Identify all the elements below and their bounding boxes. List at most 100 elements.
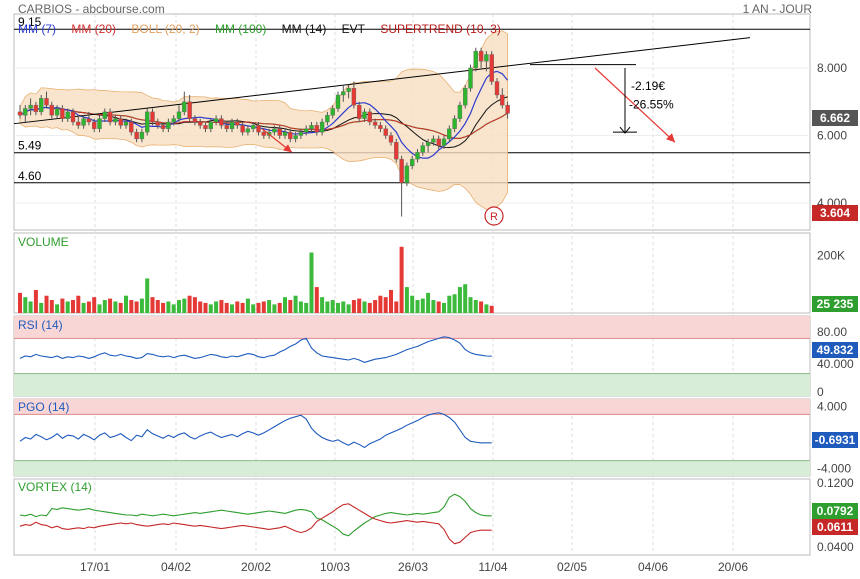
candle-body (219, 118, 224, 126)
volume-bar (177, 300, 181, 313)
x-tick-label: 04/02 (161, 560, 191, 574)
candle-body (155, 121, 161, 126)
volume-bar (410, 295, 415, 313)
volume-bar (230, 304, 234, 313)
candle-body (272, 128, 277, 133)
pgo-y-tick: -4.000 (817, 461, 851, 475)
change-percent: -26.55% (629, 98, 674, 112)
volume-bar (415, 300, 420, 313)
candle-body (187, 101, 192, 119)
candle-body (102, 111, 108, 119)
candle-body (213, 118, 219, 123)
rsi-line (19, 336, 492, 363)
level-label: 5.49 (18, 139, 42, 153)
volume-bar (28, 301, 33, 313)
candle-body (457, 104, 463, 119)
x-tick-label: 10/03 (320, 560, 350, 574)
rsi-overbought-zone (14, 316, 810, 339)
volume-y-tick: 200K (817, 248, 845, 262)
volume-bar (325, 301, 330, 313)
retracement-arrow-head (619, 126, 631, 134)
candle-body (203, 125, 208, 129)
candle-body (44, 98, 49, 106)
candle-body (166, 121, 171, 129)
volume-bar (293, 295, 298, 313)
candle-body (23, 108, 28, 116)
volume-bar (457, 287, 462, 313)
candle-body (139, 131, 145, 140)
volume-bar (288, 300, 293, 313)
volume-bar (145, 278, 150, 313)
pgo-y-tick: 4.000 (817, 400, 847, 414)
volume-bar (92, 297, 97, 313)
volume-bar (65, 301, 70, 313)
volume-bar (214, 301, 219, 313)
candle-body (341, 91, 346, 96)
period-label: 1 AN - JOUR (742, 2, 812, 16)
volume-bar (351, 300, 356, 313)
candle-body (282, 131, 288, 136)
candle-body (436, 138, 441, 146)
candle-body (81, 118, 86, 126)
reversal-marker (484, 206, 504, 226)
candle-body (17, 111, 23, 116)
volume-bar (431, 300, 436, 313)
candle-body (325, 115, 330, 123)
volume-bar (55, 304, 60, 313)
x-tick-label: 26/03 (398, 560, 428, 574)
candle-body (478, 50, 484, 62)
candle-body (372, 121, 378, 126)
volume-bar (389, 289, 393, 313)
volume-bar (336, 302, 340, 313)
candle-body (319, 121, 325, 133)
mm14-line (19, 96, 508, 149)
candle-body (335, 94, 341, 109)
volume-bar (468, 297, 473, 313)
volume-bar (81, 302, 86, 313)
volume-bar (113, 301, 118, 313)
candle-body (330, 108, 335, 116)
legend-evt: EVT (341, 22, 366, 36)
candle-body (39, 98, 44, 113)
candle-body (420, 145, 425, 153)
evt-trend-line (13, 37, 751, 125)
volume-bar (76, 295, 81, 313)
candle-body (134, 131, 139, 140)
volume-bar (166, 301, 171, 313)
volume-bar (134, 301, 139, 313)
level-label: 9.15 (18, 15, 42, 29)
candle-body (351, 88, 357, 106)
volume-bar (49, 300, 54, 313)
legend-mm14: MM (14) (281, 22, 327, 36)
candle-body (54, 108, 60, 116)
legend-boll: BOLL (20, 2) (131, 22, 200, 36)
vortex-title: VORTEX (14) (18, 480, 92, 494)
candle-body (28, 104, 33, 109)
vortex-red-badge: 0.0611 (812, 519, 858, 535)
volume-bar (346, 304, 351, 313)
volume-bar (187, 295, 192, 313)
candle-body (415, 152, 420, 160)
volume-bar (240, 302, 245, 313)
candle-body (494, 81, 500, 96)
x-tick-label: 04/06 (638, 560, 668, 574)
vortex-green-badge: 0.0792 (812, 503, 858, 519)
candle-body (489, 54, 494, 82)
volume-bar (442, 302, 446, 313)
low-price-badge: 3.604 (812, 205, 858, 221)
candle-body (113, 118, 118, 123)
candle-body (468, 67, 473, 89)
indicator-legend: MM (7) MM (20) BOLL (20, 2) MM (100) MM … (18, 22, 513, 36)
candle-body (171, 118, 176, 123)
candle-body (309, 125, 314, 129)
volume-bar (224, 302, 229, 313)
volume-bar (309, 252, 314, 313)
volume-title: VOLUME (18, 235, 69, 249)
candle-body (410, 158, 415, 167)
candle-body (388, 135, 394, 143)
volume-bar (44, 295, 49, 313)
volume-bar (251, 304, 256, 313)
candle-body (463, 88, 468, 106)
small-arrow-head (283, 144, 292, 153)
volume-bar (261, 301, 266, 313)
